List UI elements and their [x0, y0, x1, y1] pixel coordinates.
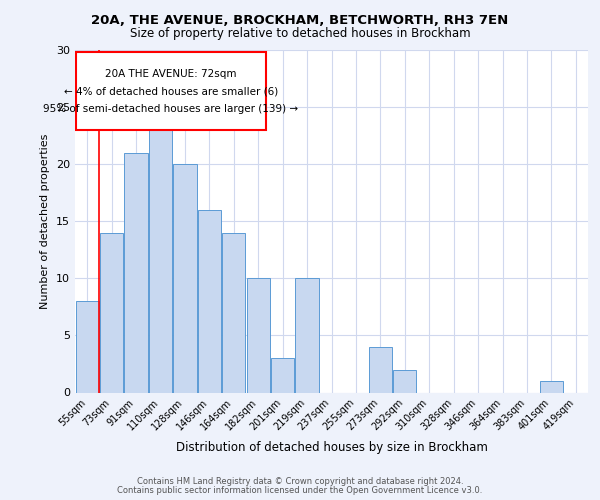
Text: 20A THE AVENUE: 72sqm: 20A THE AVENUE: 72sqm	[105, 68, 236, 78]
Bar	[124, 153, 148, 392]
Text: ← 4% of detached houses are smaller (6): ← 4% of detached houses are smaller (6)	[64, 86, 278, 96]
Bar	[369, 347, 392, 393]
Text: 95% of semi-detached houses are larger (139) →: 95% of semi-detached houses are larger (…	[43, 104, 298, 114]
Bar	[149, 118, 172, 392]
Bar	[173, 164, 197, 392]
Bar	[76, 301, 99, 392]
Bar	[295, 278, 319, 392]
FancyBboxPatch shape	[76, 52, 266, 130]
Y-axis label: Number of detached properties: Number of detached properties	[40, 134, 50, 309]
Bar	[100, 232, 123, 392]
Text: Size of property relative to detached houses in Brockham: Size of property relative to detached ho…	[130, 28, 470, 40]
Bar	[247, 278, 270, 392]
Text: Contains public sector information licensed under the Open Government Licence v3: Contains public sector information licen…	[118, 486, 482, 495]
Bar	[271, 358, 294, 392]
Bar	[198, 210, 221, 392]
Bar	[393, 370, 416, 392]
Bar	[540, 381, 563, 392]
X-axis label: Distribution of detached houses by size in Brockham: Distribution of detached houses by size …	[176, 440, 487, 454]
Bar	[222, 232, 245, 392]
Text: Contains HM Land Registry data © Crown copyright and database right 2024.: Contains HM Land Registry data © Crown c…	[137, 477, 463, 486]
Text: 20A, THE AVENUE, BROCKHAM, BETCHWORTH, RH3 7EN: 20A, THE AVENUE, BROCKHAM, BETCHWORTH, R…	[91, 14, 509, 27]
